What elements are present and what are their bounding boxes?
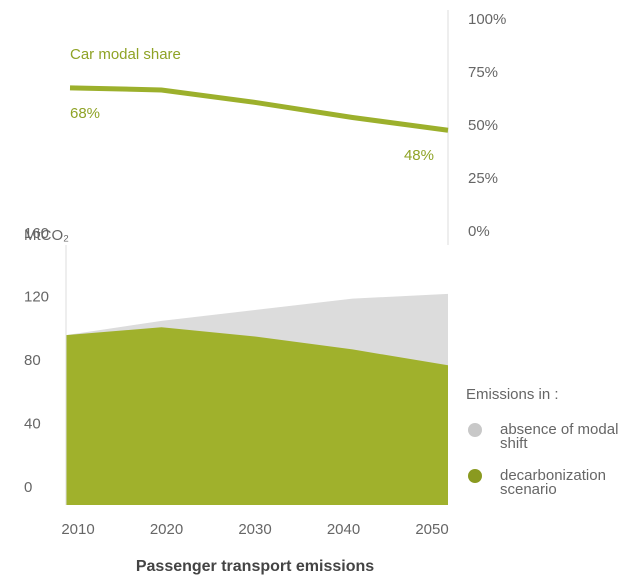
legend-label: decarbonization scenario (500, 467, 606, 498)
y-tick-label: 0% (468, 223, 490, 240)
legend-marker (468, 423, 482, 437)
legend-marker (468, 469, 482, 483)
legend-title: Emissions in : (466, 386, 559, 403)
data-label: 48% (404, 147, 434, 164)
area (66, 327, 448, 505)
y-tick-label: 120 (24, 288, 49, 305)
line-title: Car modal share (70, 46, 181, 63)
y-axis-label: MtCO₂ (24, 227, 69, 244)
x-tick-label: 2050 (415, 521, 448, 538)
x-tick-label: 2030 (238, 521, 271, 538)
x-tick-label: 2040 (327, 521, 360, 538)
x-tick-label: 2020 (150, 521, 183, 538)
y-tick-label: 75% (468, 64, 498, 81)
y-tick-label: 0 (24, 479, 32, 496)
y-tick-label: 25% (468, 170, 498, 187)
y-tick-label: 40 (24, 415, 41, 432)
chart-title: Passenger transport emissions (136, 558, 374, 575)
legend-label: absence of modal shift (500, 421, 619, 452)
y-tick-label: 100% (468, 11, 506, 28)
x-tick-label: 2010 (61, 521, 94, 538)
line (69, 85, 449, 133)
y-tick-label: 50% (468, 117, 498, 134)
y-tick-label: 160 (24, 225, 49, 242)
data-label: 68% (70, 105, 100, 122)
y-tick-label: 80 (24, 352, 41, 369)
